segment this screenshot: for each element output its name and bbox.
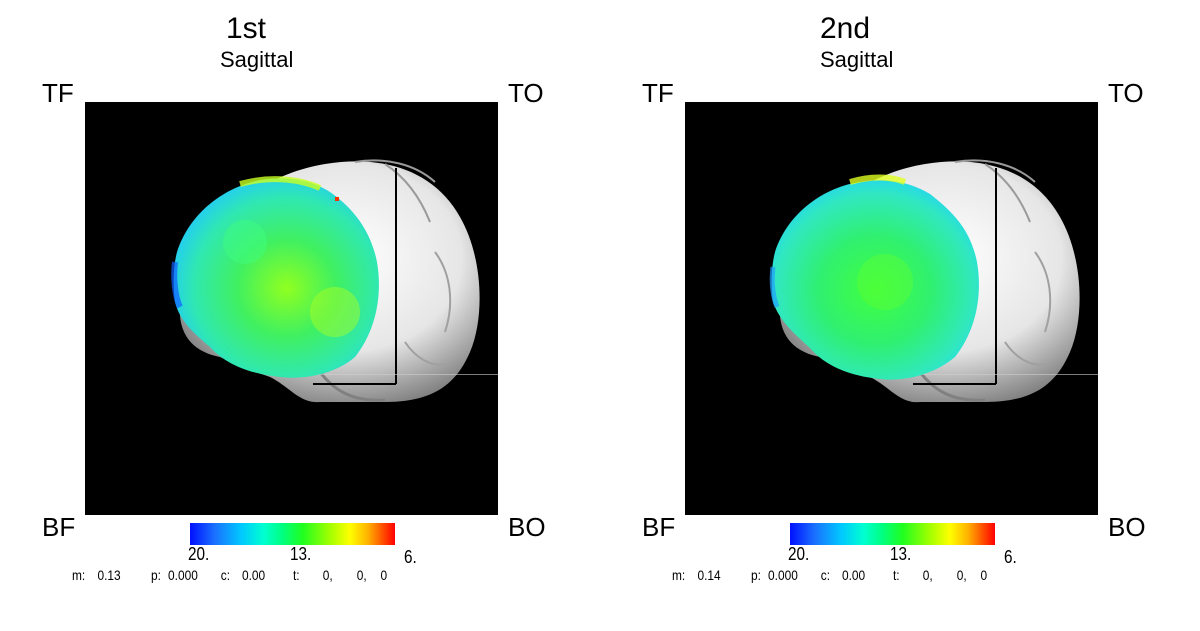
colorbar-mid-label: 13. (890, 544, 912, 564)
stat-c-label: c: (820, 567, 831, 583)
colorbar-min-label: 20. (188, 544, 210, 564)
corner-top-right: TO (1108, 78, 1144, 108)
corner-top-left: TF (642, 78, 674, 108)
stat-m-label: m: (672, 567, 686, 583)
view-label: Sagittal (220, 47, 294, 72)
corner-bottom-right: BO (508, 512, 546, 542)
brain-sagittal-view (685, 102, 1098, 515)
stat-t-label: t: (893, 567, 900, 583)
activation-map (771, 180, 979, 380)
stat-m-label: m: (72, 567, 86, 583)
stat-p-label: p: (151, 567, 161, 583)
colorbar (190, 523, 395, 545)
corner-top-right: TO (508, 78, 544, 108)
panel-title: 2nd (820, 12, 871, 45)
colorbar-max-label: 6. (404, 547, 417, 567)
colorbar-min-label: 20. (788, 544, 810, 564)
stat-t-label: t: (293, 567, 300, 583)
stat-m-value: 0.13 (97, 567, 121, 583)
corner-top-left: TF (42, 78, 74, 108)
brain-render (769, 159, 1098, 403)
brain-sagittal-view (85, 102, 498, 515)
corner-bottom-left: BF (42, 512, 76, 542)
colorbar (790, 523, 995, 545)
stat-p-value: 0.000 (168, 567, 198, 583)
stat-t-value-3: 0 (980, 567, 988, 583)
brain-render (171, 159, 498, 403)
stat-t-value-3: 0 (380, 567, 388, 583)
corner-bottom-left: BF (642, 512, 676, 542)
stat-t-value-1: 0, (322, 567, 333, 583)
stat-t-value-2: 0, (956, 567, 967, 583)
stat-c-value: 0.00 (242, 567, 266, 583)
stat-t-value-1: 0, (922, 567, 933, 583)
panel-1st: 1st Sagittal TF TO BF BO (42, 12, 546, 583)
activation-map (173, 178, 379, 378)
stat-m-value: 0.14 (697, 567, 721, 583)
colorbar-max-label: 6. (1004, 547, 1017, 567)
panel-2nd: 2nd Sagittal TF TO BF BO (600, 0, 1200, 631)
stat-p-label: p: (751, 567, 761, 583)
panel-title: 1st (226, 12, 267, 45)
stat-t-value-2: 0, (356, 567, 367, 583)
colorbar-mid-label: 13. (290, 544, 312, 564)
corner-bottom-right: BO (1108, 512, 1146, 542)
stat-p-value: 0.000 (768, 567, 798, 583)
view-label: Sagittal (820, 47, 894, 72)
stat-c-value: 0.00 (842, 567, 866, 583)
stat-c-label: c: (220, 567, 231, 583)
